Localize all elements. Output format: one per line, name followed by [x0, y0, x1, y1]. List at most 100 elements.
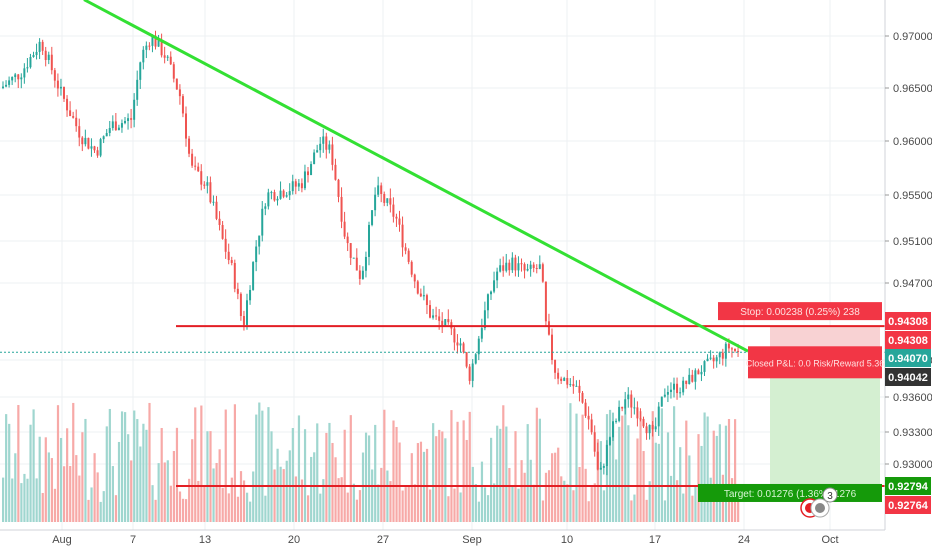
- volume-bar: [136, 419, 139, 522]
- volume-bar: [93, 453, 96, 522]
- volume-bar: [267, 407, 270, 522]
- volume-bar: [66, 428, 69, 522]
- candle-body: [465, 352, 468, 367]
- volume-bar: [432, 423, 435, 522]
- candle-body: [520, 263, 523, 265]
- candle-body: [407, 250, 410, 262]
- candle-body: [547, 321, 550, 335]
- candle-body: [175, 78, 178, 90]
- candle-body: [511, 257, 514, 271]
- candle-body: [142, 49, 145, 63]
- y-tick-label: 0.93300: [893, 427, 932, 439]
- trendline[interactable]: [83, 0, 749, 353]
- candle-body: [346, 236, 349, 244]
- candle-body: [599, 467, 602, 470]
- volume-bar: [663, 500, 667, 522]
- volume-bar: [319, 493, 322, 522]
- candle-body: [69, 110, 72, 117]
- volume-bar: [84, 418, 87, 522]
- volume-bar: [291, 428, 294, 522]
- candle-body: [386, 198, 389, 203]
- candle-body: [541, 264, 544, 282]
- candle-body: [508, 262, 511, 271]
- volume-bar: [676, 480, 679, 522]
- candle-body: [532, 264, 535, 269]
- volume-bars: [2, 402, 740, 522]
- candle-body: [212, 201, 215, 203]
- candle-body: [703, 361, 706, 372]
- volume-bar: [401, 490, 404, 522]
- stop-label: Stop: 0.00238 (0.25%) 238: [740, 307, 860, 318]
- volume-bar: [32, 409, 35, 522]
- y-tick-label: 0.93600: [893, 392, 932, 404]
- price-tag-box: [885, 349, 931, 367]
- candle-body: [608, 437, 611, 445]
- volume-bar: [236, 496, 240, 522]
- candle-body: [157, 39, 160, 47]
- candle-body: [410, 261, 413, 275]
- volume-bar: [471, 466, 474, 522]
- volume-bar: [468, 411, 471, 522]
- stop-label-box[interactable]: [718, 302, 882, 321]
- volume-bar: [380, 467, 383, 522]
- volume-bar: [612, 423, 615, 522]
- volume-bar: [480, 461, 484, 522]
- volume-bar: [502, 405, 505, 522]
- candle-body: [432, 315, 435, 318]
- candle-body: [50, 54, 53, 71]
- candle-body: [307, 171, 309, 176]
- volume-bar: [496, 425, 499, 522]
- volume-bar: [389, 481, 392, 522]
- candle-body: [459, 343, 462, 346]
- candle-body: [554, 359, 557, 373]
- volume-bar: [142, 423, 145, 522]
- candle-body: [447, 319, 450, 323]
- volume-bar: [87, 499, 90, 522]
- candle-body: [718, 352, 721, 358]
- y-tick-label: 0.95500: [893, 190, 932, 202]
- candle-body: [651, 424, 654, 430]
- candle-body: [483, 310, 486, 329]
- candle-body: [380, 185, 383, 194]
- candle-body: [593, 432, 596, 452]
- candle-body: [81, 137, 84, 145]
- volume-bar: [340, 477, 343, 522]
- volume-bar: [139, 446, 142, 522]
- volume-bar: [520, 460, 523, 522]
- candle-body: [78, 126, 81, 138]
- volume-bar: [5, 414, 8, 522]
- volume-bar: [81, 432, 84, 522]
- candle-body: [630, 394, 633, 408]
- volume-bar: [493, 483, 496, 522]
- y-tick-label: 0.96000: [893, 136, 932, 148]
- volume-bar: [209, 431, 212, 522]
- volume-bar: [560, 476, 563, 522]
- candle-body: [721, 352, 724, 359]
- volume-bar: [334, 457, 337, 522]
- candle-body: [590, 419, 593, 433]
- candle-body: [712, 357, 715, 362]
- candle-body: [151, 35, 154, 46]
- candle-body: [139, 62, 142, 80]
- candle-body: [605, 444, 608, 467]
- candle-body: [17, 74, 20, 80]
- candle-body: [270, 192, 273, 194]
- candle-body: [252, 262, 255, 290]
- time-axis[interactable]: Aug 7 13 20 27 Sep 10 17 24 Oct: [0, 529, 885, 546]
- candle-body: [102, 136, 105, 140]
- candle-body: [642, 418, 645, 427]
- candle-body: [404, 247, 407, 251]
- entry-label-box[interactable]: [748, 346, 882, 379]
- price-axis[interactable]: 0.930000.933000.936000.940000.947000.951…: [884, 0, 932, 530]
- x-tick-label: Sep: [462, 534, 482, 546]
- candle-body: [340, 196, 343, 222]
- position-labels[interactable]: Stop: 0.00238 (0.25%) 238 Closed P&L: 0.0…: [698, 302, 884, 502]
- volume-bar: [377, 484, 380, 522]
- events-badge[interactable]: 3: [810, 487, 838, 518]
- volume-bar: [169, 485, 172, 522]
- volume-bar: [191, 439, 194, 522]
- volume-bar: [99, 501, 102, 522]
- candle-body: [279, 190, 282, 199]
- trendline-segment[interactable]: [83, 0, 749, 353]
